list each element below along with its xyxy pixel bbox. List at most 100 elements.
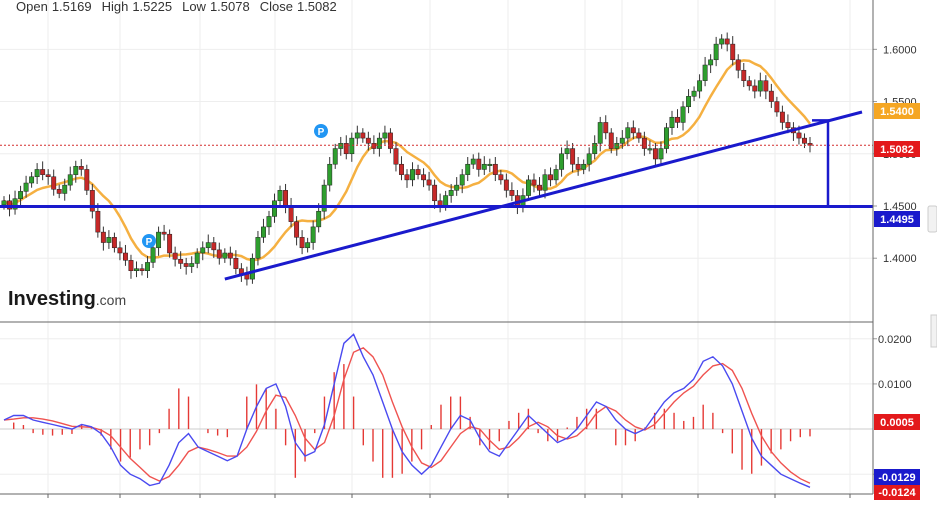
bullish-candle <box>680 106 686 123</box>
signal-badge: -0.0124 <box>874 484 920 500</box>
bullish-candle <box>349 137 355 155</box>
bearish-candle <box>741 69 747 81</box>
bullish-candle <box>410 169 415 181</box>
bearish-candle <box>294 221 300 238</box>
open-label: Open <box>16 0 48 14</box>
ohlc-text: Open 1.5169 High 1.5225 Low 1.5078 Close 1.5082 <box>16 0 337 14</box>
bearish-candle <box>123 252 128 261</box>
chart-settings-handle[interactable] <box>927 205 937 233</box>
bullish-candle <box>481 163 487 170</box>
bullish-candle <box>713 43 719 61</box>
bullish-candle <box>332 148 338 165</box>
bearish-candle <box>360 132 366 139</box>
bullish-candle <box>189 263 195 267</box>
price-tick-label: 1.6000 <box>883 44 917 56</box>
low-value: 1.5078 <box>210 0 250 14</box>
bearish-candle <box>641 137 647 149</box>
bearish-candle <box>768 90 774 102</box>
bearish-candle <box>211 242 217 251</box>
histogram-badge: 0.0005 <box>874 414 920 430</box>
open-value: 1.5169 <box>52 0 92 14</box>
bearish-candle <box>95 210 101 233</box>
bearish-candle <box>796 132 802 139</box>
bullish-candle <box>465 163 471 175</box>
moving-average-line <box>3 59 811 262</box>
bearish-candle <box>503 179 509 191</box>
support-badge-bg <box>874 211 920 227</box>
bearish-candle <box>7 200 12 210</box>
bearish-candle <box>128 260 134 272</box>
bullish-candle <box>145 262 150 272</box>
bullish-candle <box>691 90 697 97</box>
price-tick-label: 1.4000 <box>883 253 917 265</box>
bearish-candle <box>746 80 752 87</box>
bearish-candle <box>51 176 57 190</box>
bearish-candle <box>774 101 780 113</box>
bullish-candle <box>266 216 272 228</box>
bearish-candle <box>172 252 178 260</box>
bearish-candle <box>56 189 62 194</box>
bullish-candle <box>277 190 283 202</box>
bullish-candle <box>542 174 548 191</box>
bearish-candle <box>608 132 614 149</box>
bullish-candle <box>34 169 40 178</box>
bearish-candle <box>161 231 167 235</box>
macd-layer <box>3 333 811 488</box>
last-price-badge: 1.5082 <box>874 141 920 157</box>
bearish-candle <box>752 85 758 92</box>
pane-resize-handle[interactable] <box>930 314 937 348</box>
overlay-layer <box>0 110 873 281</box>
bullish-candle <box>526 179 531 196</box>
bullish-candle <box>664 127 669 149</box>
bullish-candle <box>106 237 112 243</box>
bullish-candle <box>150 247 156 263</box>
histogram-layer <box>0 364 873 478</box>
bearish-candle <box>216 249 222 259</box>
bearish-candle <box>89 190 95 212</box>
bearish-candle <box>570 148 576 165</box>
bearish-candle <box>399 163 404 175</box>
bearish-candle <box>299 237 305 249</box>
low-label: Low <box>182 0 206 14</box>
bullish-candle <box>619 137 625 144</box>
trendline[interactable] <box>224 110 863 281</box>
signal-line <box>3 346 811 484</box>
bearish-candle <box>100 231 106 243</box>
bearish-candle <box>630 127 636 134</box>
pivot-marker-2[interactable]: P <box>314 124 328 138</box>
bearish-candle <box>227 252 233 259</box>
bullish-candle <box>1 200 7 206</box>
bearish-candle <box>802 137 807 144</box>
last-price-badge-bg <box>874 141 920 157</box>
bearish-candle <box>509 190 515 196</box>
bullish-candle <box>470 158 476 165</box>
bullish-candle <box>200 247 206 254</box>
pivot-marker-1[interactable]: P <box>142 234 156 248</box>
bullish-candle <box>73 166 79 175</box>
support-badge-label: 1.4495 <box>880 214 914 226</box>
bearish-candle <box>735 59 741 71</box>
bullish-candle <box>272 200 277 217</box>
bearish-candle <box>84 169 90 191</box>
bearish-candle <box>371 143 377 149</box>
bearish-candle <box>652 148 658 160</box>
bullish-candle <box>255 237 261 259</box>
bullish-candle <box>23 182 29 192</box>
macd-badge-bg <box>874 469 920 485</box>
high-value: 1.5225 <box>132 0 172 14</box>
bearish-candle <box>636 132 642 139</box>
close-value: 1.5082 <box>297 0 337 14</box>
projection-arrow[interactable] <box>812 119 830 207</box>
logo-brand-text: Investing <box>8 288 96 310</box>
bullish-candle <box>327 163 333 186</box>
bullish-candle <box>559 153 565 170</box>
bearish-candle <box>343 143 349 155</box>
macd-badge-label: -0.0129 <box>878 472 915 484</box>
bearish-candle <box>178 259 184 264</box>
bullish-candle <box>719 38 725 45</box>
bullish-candle <box>261 226 266 238</box>
bullish-candle <box>459 174 465 186</box>
bullish-candle <box>305 242 311 249</box>
signal-badge-bg <box>874 484 920 500</box>
bullish-candle <box>669 116 675 128</box>
